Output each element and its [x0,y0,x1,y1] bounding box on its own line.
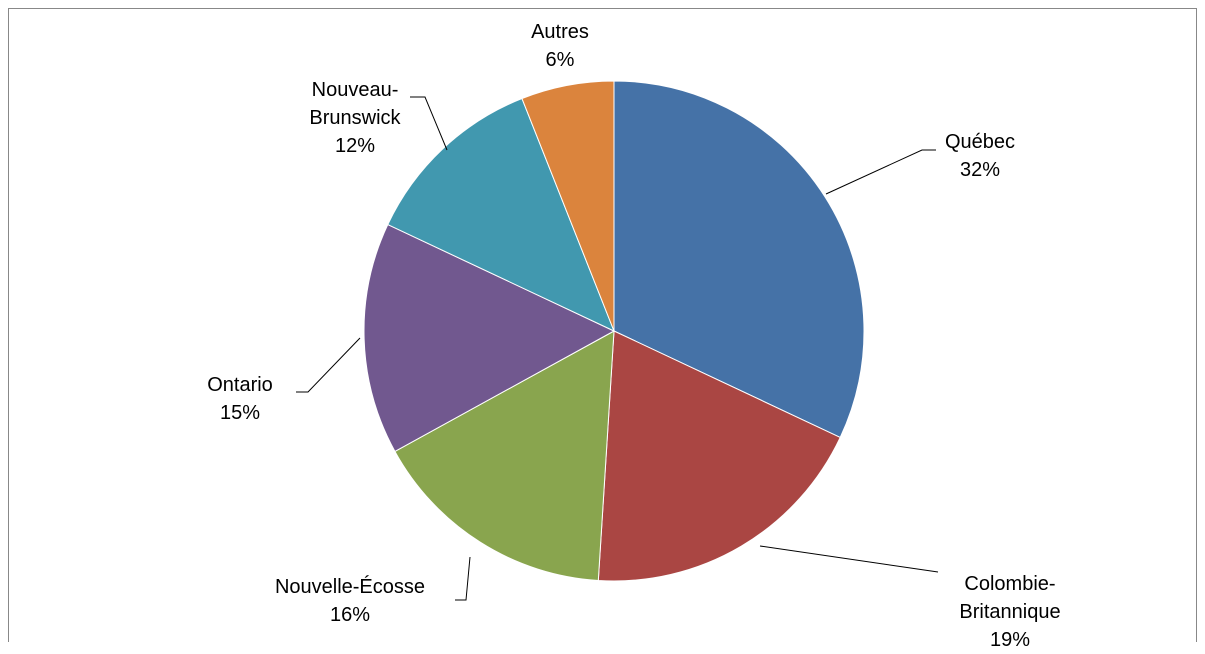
pie-slice [387,97,615,332]
leader-line [296,337,361,393]
data-label: Colombie-Britannique 19% [945,570,1075,654]
leader-line [455,556,471,601]
label-name: Québec [944,131,1016,153]
label-value: 12% [334,135,376,157]
label-value: 6% [545,49,575,71]
data-label: Québec 32% [910,128,1050,184]
label-value: 16% [329,604,371,626]
label-name: Ontario [207,374,273,396]
pie-slice [363,223,616,453]
pie-slice [394,330,615,582]
label-value: 19% [989,629,1031,651]
data-label: Ontario 15% [170,371,310,427]
label-name: Colombie-Britannique [959,573,1061,623]
data-label: Nouveau-Brunswick 12% [285,76,425,160]
label-name: Nouveau-Brunswick [309,79,401,129]
leader-line [410,96,448,151]
data-label: Autres 6% [500,18,620,74]
label-name: Autres [531,21,589,43]
leader-lines [296,96,939,601]
pie-slice [521,80,615,332]
label-value: 15% [219,402,261,424]
pie-slice [597,330,841,582]
label-name: Nouvelle-Écosse [274,576,426,598]
chart-frame [8,8,1197,642]
leader-line [825,149,936,195]
pie-slice [613,80,865,439]
label-value: 32% [959,159,1001,181]
leader-line [759,545,939,573]
data-label: Nouvelle-Écosse 16% [230,573,470,629]
